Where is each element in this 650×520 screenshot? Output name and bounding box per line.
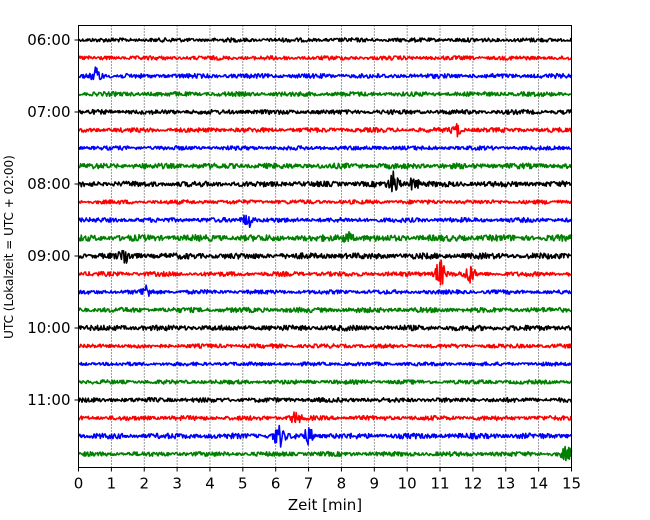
x-tick-label: 4 (205, 475, 215, 493)
trace-1100 (78, 396, 573, 404)
trace-1015 (78, 343, 572, 349)
y-tick-label: 06:00 (27, 31, 70, 49)
plot-frame (78, 25, 572, 468)
x-tick-label: 10 (398, 475, 417, 493)
x-tick-label: 9 (370, 475, 380, 493)
trace-0630 (78, 66, 573, 81)
trace-0900 (77, 249, 572, 264)
x-axis-title: Zeit [min] (288, 496, 362, 514)
x-tick-label: 5 (238, 475, 248, 493)
x-tick-label: 7 (304, 475, 314, 493)
trace-0915 (78, 259, 573, 286)
trace-series (77, 37, 573, 462)
y-tick-label: 08:00 (27, 175, 70, 193)
trace-0730 (77, 145, 572, 151)
y-tick-label: 10:00 (27, 319, 70, 337)
x-tick-label: 0 (74, 475, 84, 493)
x-tick-label: 12 (463, 475, 482, 493)
x-tick-label: 3 (172, 475, 182, 493)
y-tick-label: 07:00 (27, 103, 70, 121)
y-tick-label: 11:00 (27, 391, 70, 409)
y-tick-label: 09:00 (27, 247, 70, 265)
x-tick-label: 8 (337, 475, 347, 493)
trace-0600 (77, 37, 572, 43)
trace-0745 (77, 162, 572, 170)
x-tick-label: 6 (271, 475, 281, 493)
trace-0845 (77, 230, 573, 243)
trace-0700 (77, 108, 573, 116)
trace-1145 (78, 445, 573, 462)
trace-1045 (78, 379, 572, 385)
trace-0645 (77, 90, 572, 98)
y-axis-ticks: 06:00 07:00 08:00 09:00 10:00 11:00 (27, 31, 79, 409)
y-axis-title: UTC (Lokalzeit = UTC + 02:00) (2, 155, 16, 339)
x-tick-label: 11 (430, 475, 449, 493)
trace-1000 (77, 324, 573, 332)
x-tick-label: 13 (496, 475, 515, 493)
x-tick-label: 14 (529, 475, 548, 493)
trace-1130 (77, 424, 573, 448)
trace-0815 (77, 199, 573, 205)
trace-0945 (78, 306, 572, 314)
trace-0930 (78, 284, 573, 297)
x-tick-label: 2 (139, 475, 149, 493)
trace-0800 (77, 170, 572, 193)
x-tick-label: 15 (562, 475, 581, 493)
x-tick-label: 1 (107, 475, 117, 493)
trace-0715 (77, 123, 573, 138)
trace-0830 (77, 214, 573, 229)
trace-1030 (78, 361, 573, 367)
trace-0615 (78, 55, 573, 61)
trace-1115 (78, 411, 573, 424)
x-axis-ticks: 0 1 2 3 4 5 6 7 8 9 10 11 12 13 14 15 (74, 467, 581, 493)
